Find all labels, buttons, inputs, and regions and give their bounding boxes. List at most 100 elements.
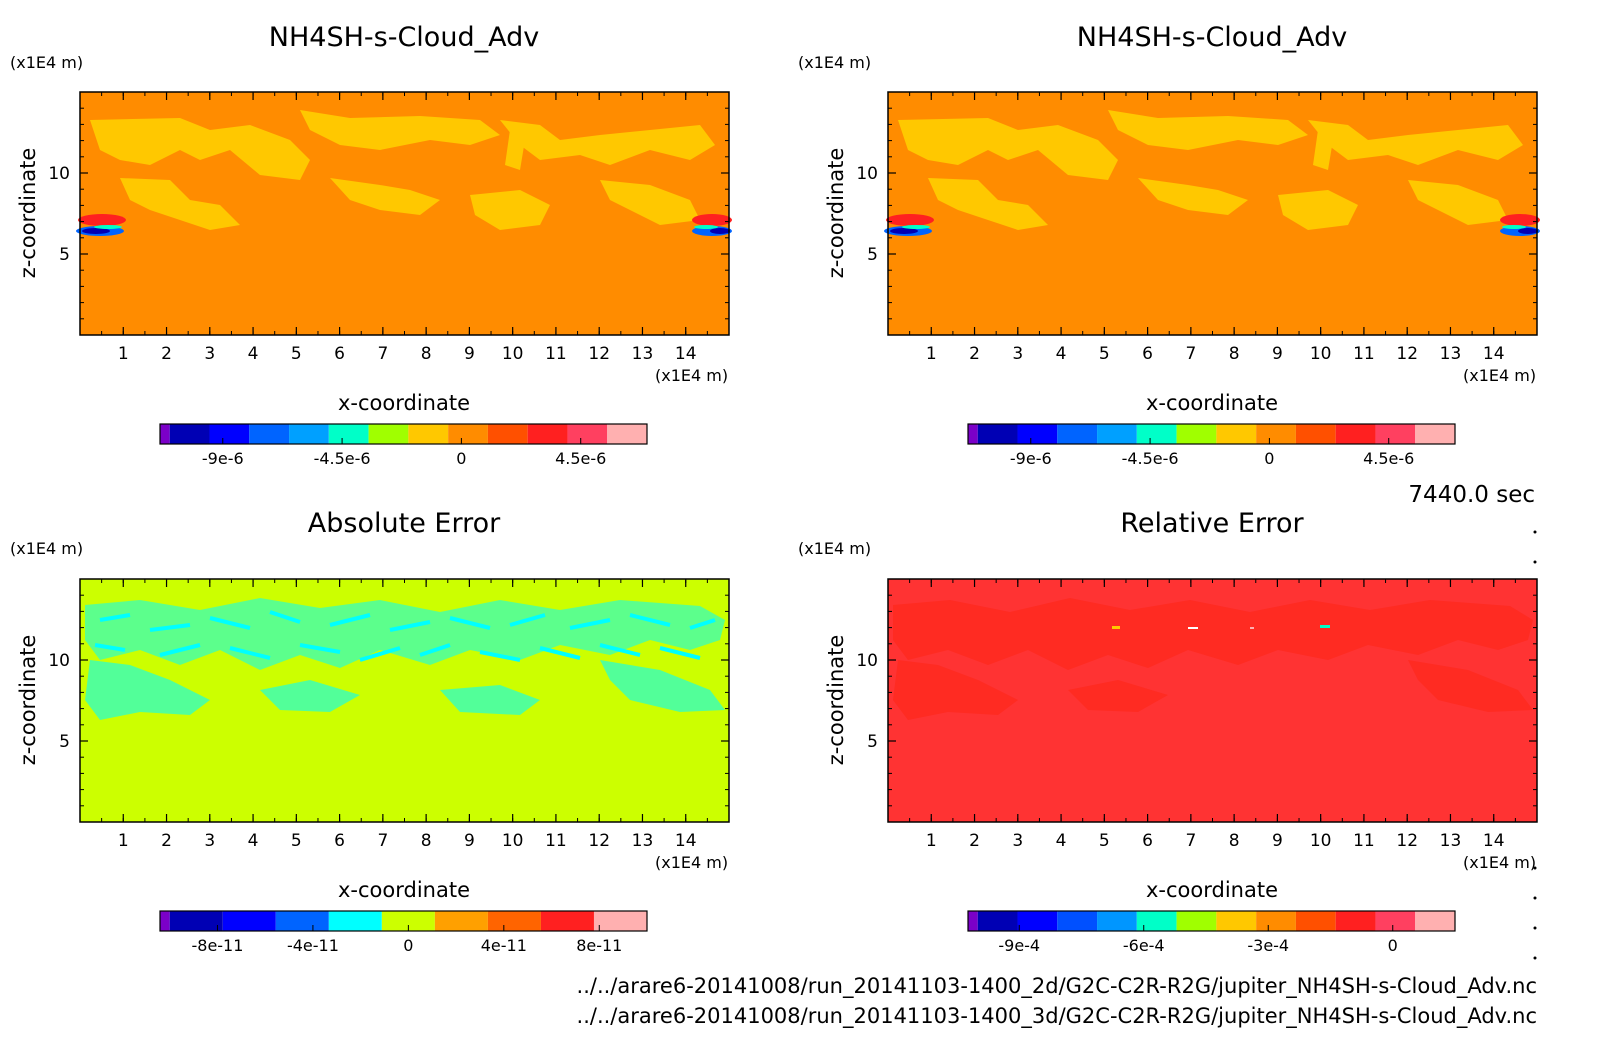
colorbar-segment bbox=[1136, 911, 1177, 931]
colorbar-segment bbox=[1057, 424, 1098, 444]
x-tick-label: 8 bbox=[1229, 831, 1240, 851]
colorbar-segment bbox=[487, 911, 541, 931]
x-tick-label: 10 bbox=[502, 831, 524, 851]
colorbar-frame bbox=[159, 423, 648, 445]
colorbar-segment bbox=[222, 911, 276, 931]
x-unit-label: (x1E4 m) bbox=[1463, 366, 1536, 385]
file-path-2d: ../../arare6-20141008/run_20141103-1400_… bbox=[577, 974, 1537, 999]
x-tick-label: 9 bbox=[464, 831, 475, 851]
colorbar-segment bbox=[968, 424, 978, 444]
panel-title: NH4SH-s-Cloud_Adv bbox=[269, 22, 539, 53]
x-tick-label: 6 bbox=[334, 831, 345, 851]
colorbar-tick-label: 0 bbox=[1264, 449, 1274, 468]
left-edge-feature bbox=[76, 214, 126, 236]
colorbar-segment bbox=[169, 424, 210, 444]
tiny-error-specks bbox=[1112, 625, 1330, 629]
x-tick-label: 5 bbox=[291, 344, 302, 364]
x-tick-label: 11 bbox=[545, 344, 567, 364]
colorbar-segment bbox=[1097, 424, 1137, 444]
x-tick-label: 13 bbox=[1440, 831, 1462, 851]
colorbar-segment bbox=[487, 424, 528, 444]
x-tick-label: 7 bbox=[1185, 344, 1196, 364]
colorbar-tick-label: -4e-11 bbox=[287, 936, 339, 955]
colorbar-segment bbox=[328, 911, 382, 931]
colorbar-segment bbox=[1216, 911, 1257, 931]
y-unit-label: (x1E4 m) bbox=[798, 539, 871, 558]
left-edge-feature bbox=[884, 214, 934, 236]
colorbar-segment bbox=[1415, 424, 1455, 444]
colorbar-segment bbox=[1017, 911, 1058, 931]
colorbar-tick-label: 4.5e-6 bbox=[555, 449, 606, 468]
y-tick-label: 5 bbox=[867, 732, 878, 752]
colorbar-tick-label: 8e-11 bbox=[576, 936, 622, 955]
colorbar: -9e-4 -6e-4 -3e-4 0 bbox=[967, 910, 1456, 955]
colorbar-segment bbox=[368, 424, 409, 444]
y-tick-label: 10 bbox=[856, 164, 878, 184]
x-tick-label: 3 bbox=[1012, 344, 1023, 364]
x-tick-label: 1 bbox=[926, 344, 937, 364]
x-tick-label: 1 bbox=[118, 831, 129, 851]
x-tick-label: 11 bbox=[1353, 344, 1375, 364]
colorbar-frame bbox=[967, 423, 1456, 445]
colorbar-segment bbox=[1017, 424, 1058, 444]
colorbar-segment bbox=[968, 911, 978, 931]
x-tick-label: 3 bbox=[204, 344, 215, 364]
colorbar-frame bbox=[967, 910, 1456, 932]
colorbar-segment bbox=[434, 911, 488, 931]
panel-title: Absolute Error bbox=[308, 508, 501, 539]
colorbar-segment bbox=[593, 911, 647, 931]
panel-bottom-left: Absolute Error (x1E4 m) 1 2 3 4 5 6 7 8 9 10 11 12 1… bbox=[10, 508, 730, 955]
colorbar-segment bbox=[1136, 424, 1177, 444]
y-tick-label: 5 bbox=[59, 245, 70, 265]
x-tick-label: 4 bbox=[1056, 831, 1067, 851]
x-axis-label: x-coordinate bbox=[1146, 391, 1278, 415]
x-tick-label: 12 bbox=[588, 344, 610, 364]
colorbar-segment bbox=[540, 911, 594, 931]
colorbar-segment bbox=[1295, 424, 1336, 444]
colorbar-segment bbox=[160, 911, 170, 931]
colorbar-segment bbox=[1256, 424, 1296, 444]
colorbar-segment bbox=[1375, 911, 1416, 931]
colorbar-segment bbox=[289, 424, 329, 444]
y-axis-label: z-coordinate bbox=[16, 635, 40, 766]
colorbar: -9e-6 -4.5e-6 0 4.5e-6 bbox=[159, 423, 648, 468]
x-tick-label: 14 bbox=[675, 831, 697, 851]
x-tick-label: 7 bbox=[377, 831, 388, 851]
x-tick-label: 2 bbox=[969, 831, 980, 851]
yellow-cloud-patches bbox=[898, 110, 1523, 230]
colorbar-tick-label: -3e-4 bbox=[1247, 936, 1289, 955]
x-tick-label: 12 bbox=[588, 831, 610, 851]
y-axis-label: z-coordinate bbox=[824, 635, 848, 766]
colorbar-segment bbox=[328, 424, 369, 444]
colorbar-tick-label: 0 bbox=[456, 449, 466, 468]
y-tick-label: 5 bbox=[59, 732, 70, 752]
file-path-3d: ../../arare6-20141008/run_20141103-1400_… bbox=[577, 1004, 1537, 1029]
x-tick-label: 2 bbox=[161, 831, 172, 851]
x-tick-label: 11 bbox=[1353, 831, 1375, 851]
colorbar-segment bbox=[408, 424, 449, 444]
colorbar-segment bbox=[1335, 911, 1376, 931]
x-tick-label: 6 bbox=[334, 344, 345, 364]
y-unit-label: (x1E4 m) bbox=[10, 53, 83, 72]
colorbar-tick-label: 4e-11 bbox=[481, 936, 527, 955]
colorbar-tick-label: -6e-4 bbox=[1123, 936, 1165, 955]
colorbar-segment bbox=[209, 424, 250, 444]
panel-top-left: NH4SH-s-Cloud_Adv (x1E4 m) bbox=[10, 22, 732, 468]
x-axis-label: x-coordinate bbox=[338, 878, 470, 902]
x-tick-label: 9 bbox=[1272, 344, 1283, 364]
colorbar-segment bbox=[977, 911, 1018, 931]
x-tick-label: 9 bbox=[464, 344, 475, 364]
colorbar-segment bbox=[607, 424, 647, 444]
x-tick-label: 13 bbox=[632, 344, 654, 364]
colorbar-segment bbox=[1256, 911, 1296, 931]
x-tick-label: 1 bbox=[118, 344, 129, 364]
x-tick-label: 9 bbox=[1272, 831, 1283, 851]
y-axis-label: z-coordinate bbox=[16, 148, 40, 279]
x-tick-label: 4 bbox=[248, 831, 259, 851]
colorbar-tick-label: 0 bbox=[1388, 936, 1398, 955]
x-tick-label: 2 bbox=[161, 344, 172, 364]
x-axis-label: x-coordinate bbox=[1146, 878, 1278, 902]
